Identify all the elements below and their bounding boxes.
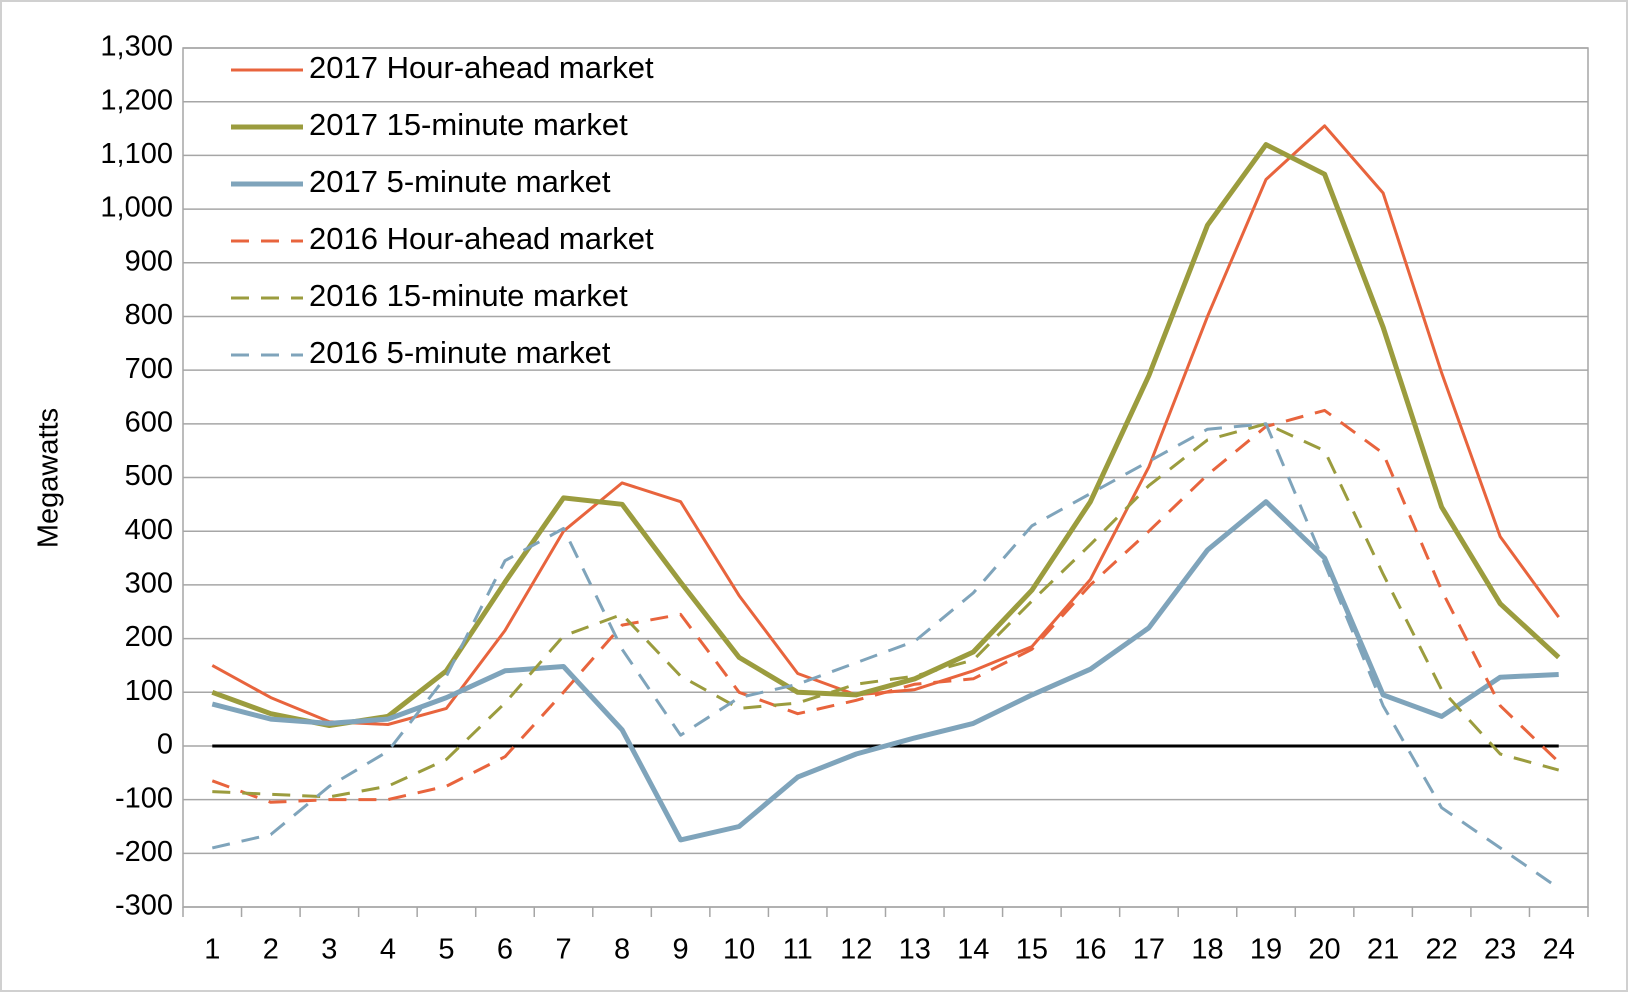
- series-line: [212, 422, 1560, 799]
- legend-label: 2017 15-minute market: [309, 107, 628, 142]
- x-tick-label: 4: [380, 934, 396, 966]
- legend-label: 2016 15-minute market: [309, 278, 628, 313]
- x-tick-label: 19: [1250, 934, 1282, 966]
- y-tick-label: 800: [125, 299, 173, 331]
- x-tick-label: 17: [1133, 934, 1165, 966]
- x-tick-label: 8: [614, 934, 630, 966]
- x-tick-label: 1: [204, 934, 220, 966]
- x-tick-label: 9: [673, 934, 689, 966]
- y-tick-label: 500: [125, 460, 173, 492]
- x-tick-label: 23: [1484, 934, 1516, 966]
- legend-label: 2017 Hour-ahead market: [309, 50, 654, 85]
- x-tick-label: 22: [1426, 934, 1458, 966]
- x-tick-label: 16: [1074, 934, 1106, 966]
- series-line: [211, 499, 1559, 843]
- y-axis-label: Megawatts: [33, 408, 65, 548]
- x-tick-label: 2: [263, 934, 279, 966]
- y-tick-label: 600: [125, 406, 173, 438]
- x-tick-label: 24: [1543, 934, 1575, 966]
- series-line: [211, 422, 1560, 890]
- y-tick-label: -300: [115, 890, 173, 922]
- y-tick-label: 700: [125, 353, 173, 385]
- y-tick-label: 1,100: [100, 138, 173, 170]
- y-tick-label: 100: [125, 675, 173, 707]
- y-tick-label: -100: [115, 782, 173, 814]
- x-tick-label: 14: [957, 934, 989, 966]
- y-tick-label: 200: [125, 621, 173, 653]
- series-line: [211, 142, 1561, 728]
- x-tick-label: 21: [1367, 934, 1399, 966]
- series-line: [211, 408, 1560, 804]
- legend-label: 2016 5-minute market: [309, 335, 611, 370]
- x-tick-label: 11: [783, 934, 813, 966]
- x-tick-label: 7: [555, 934, 571, 966]
- y-tick-label: 1,300: [100, 31, 173, 63]
- y-tick-label: 1,000: [100, 192, 173, 224]
- x-tick-label: 3: [321, 934, 337, 966]
- legend-label: 2017 5-minute market: [309, 164, 611, 199]
- x-tick-label: 5: [438, 934, 454, 966]
- y-tick-label: 400: [125, 514, 173, 546]
- y-tick-label: 0: [157, 729, 173, 761]
- x-tick-label: 6: [497, 934, 513, 966]
- x-tick-label: 13: [899, 934, 931, 966]
- x-tick-label: 12: [840, 934, 872, 966]
- y-tick-label: 1,200: [100, 84, 173, 116]
- x-tick-label: 15: [1016, 934, 1048, 966]
- x-tick-label: 18: [1191, 934, 1223, 966]
- y-tick-label: 900: [125, 245, 173, 277]
- x-tick-label: 20: [1308, 934, 1340, 966]
- legend-label: 2016 Hour-ahead market: [309, 221, 654, 256]
- x-tick-label: 10: [723, 934, 755, 966]
- y-tick-label: 300: [125, 568, 173, 600]
- y-tick-label: -200: [115, 836, 173, 868]
